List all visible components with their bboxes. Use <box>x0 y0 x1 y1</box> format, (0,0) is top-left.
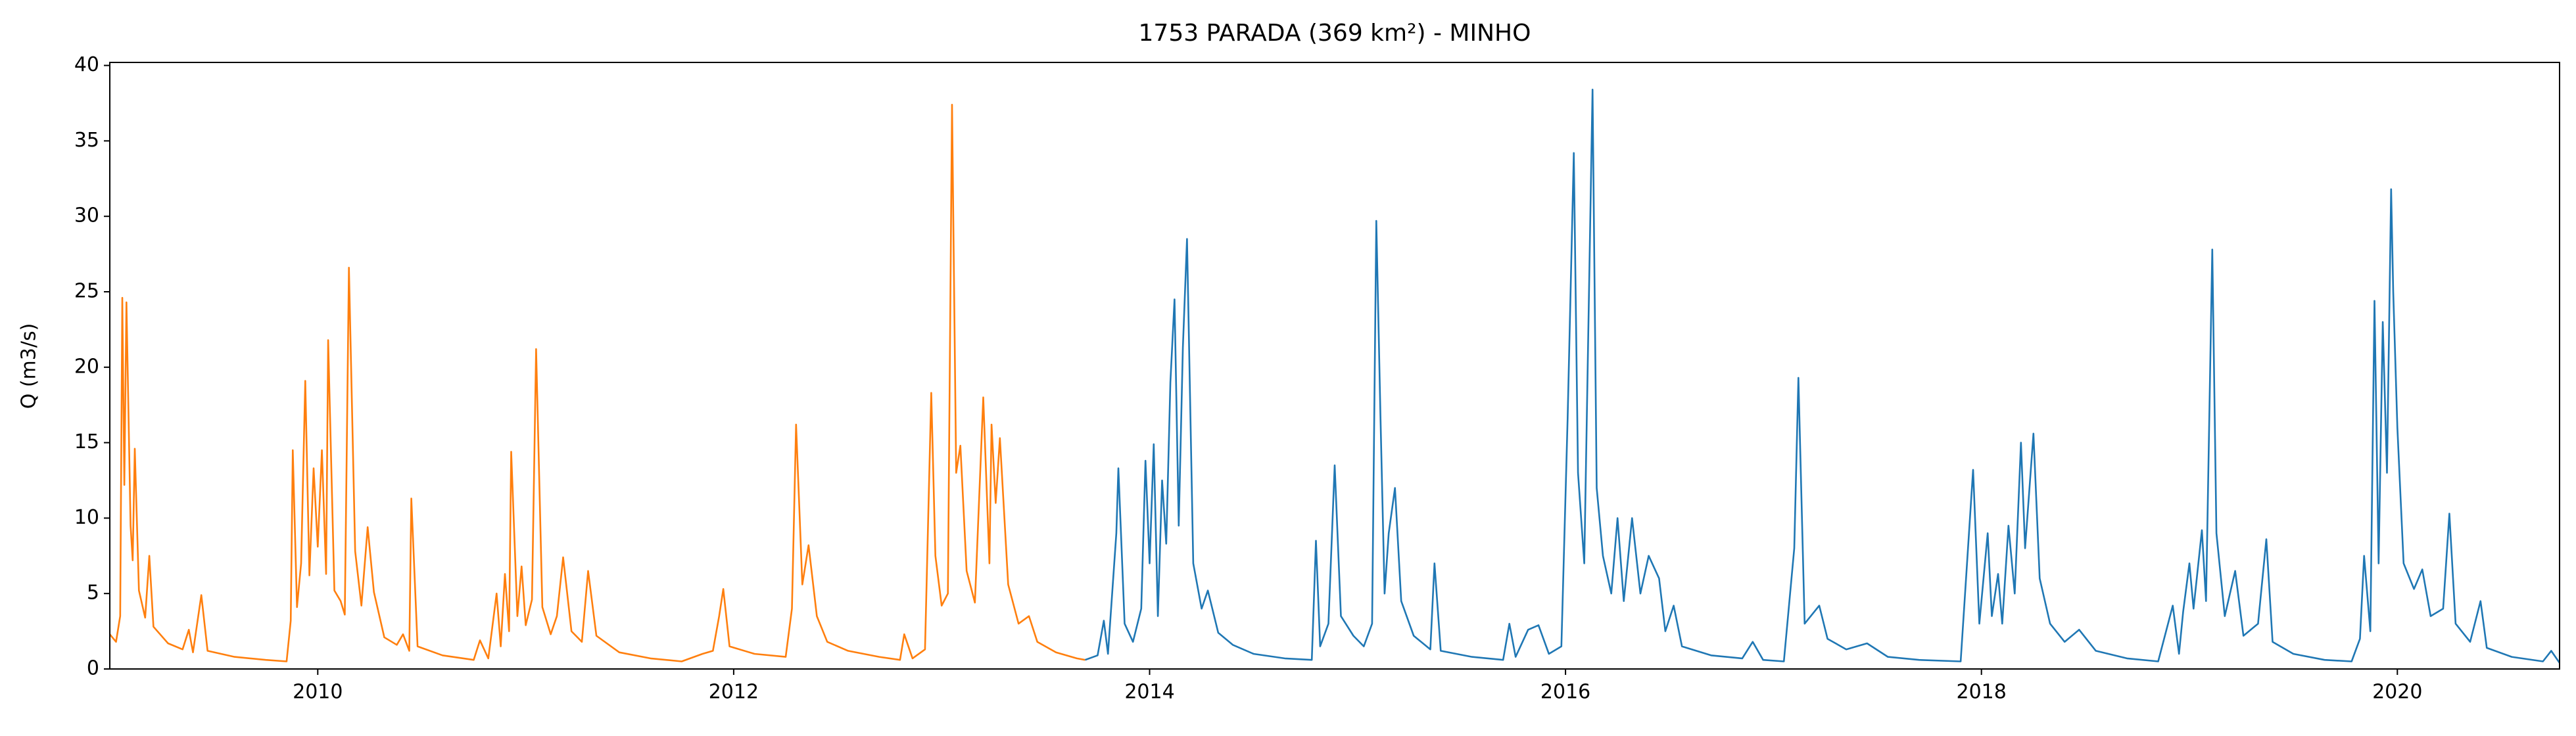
chart-title: 1753 PARADA (369 km²) - MINHO <box>1139 20 1531 47</box>
y-tick-label: 0 <box>87 657 99 680</box>
x-tick-label: 2014 <box>1124 681 1174 704</box>
y-tick-label: 25 <box>74 279 99 302</box>
x-tick-label: 2016 <box>1540 681 1590 704</box>
x-tick-label: 2010 <box>293 681 343 704</box>
y-tick-label: 30 <box>74 204 99 227</box>
y-tick-label: 15 <box>74 430 99 453</box>
series-line <box>110 104 1085 662</box>
x-tick-label: 2020 <box>2372 681 2422 704</box>
y-axis-label: Q (m3/s) <box>18 323 41 409</box>
x-tick-label: 2012 <box>709 681 759 704</box>
series-line <box>1084 89 2560 664</box>
y-tick-label: 10 <box>74 506 99 529</box>
y-tick-label: 35 <box>74 129 99 152</box>
plot-frame <box>109 62 2560 670</box>
y-tick-label: 20 <box>74 355 99 378</box>
y-tick-label: 40 <box>74 53 99 76</box>
x-tick-label: 2018 <box>1957 681 2007 704</box>
y-tick-label: 5 <box>87 582 99 605</box>
